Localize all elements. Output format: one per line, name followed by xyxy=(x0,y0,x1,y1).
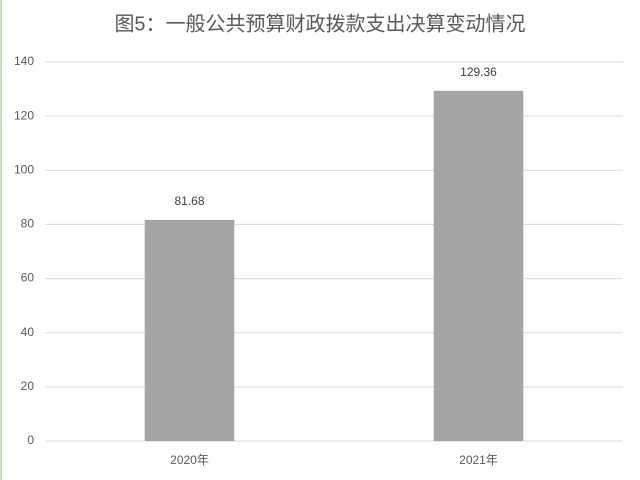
data-label: 81.68 xyxy=(174,194,204,208)
y-tick-label: 60 xyxy=(21,271,35,285)
bar xyxy=(144,219,235,441)
y-tick-label: 0 xyxy=(27,433,34,447)
y-tick-label: 40 xyxy=(21,325,35,339)
chart-title: 图5：一般公共预算财政拨款支出决算变动情况 xyxy=(114,12,525,35)
y-tick-label: 100 xyxy=(14,162,34,176)
y-tick-label: 140 xyxy=(14,54,34,68)
x-tick-label: 2020年 xyxy=(170,453,209,467)
y-tick-label: 120 xyxy=(14,108,34,122)
y-tick-label: 20 xyxy=(21,379,35,393)
y-tick-label: 80 xyxy=(21,217,35,231)
bar xyxy=(433,90,524,441)
x-tick-label: 2021年 xyxy=(459,453,498,467)
data-label: 129.36 xyxy=(460,65,497,79)
